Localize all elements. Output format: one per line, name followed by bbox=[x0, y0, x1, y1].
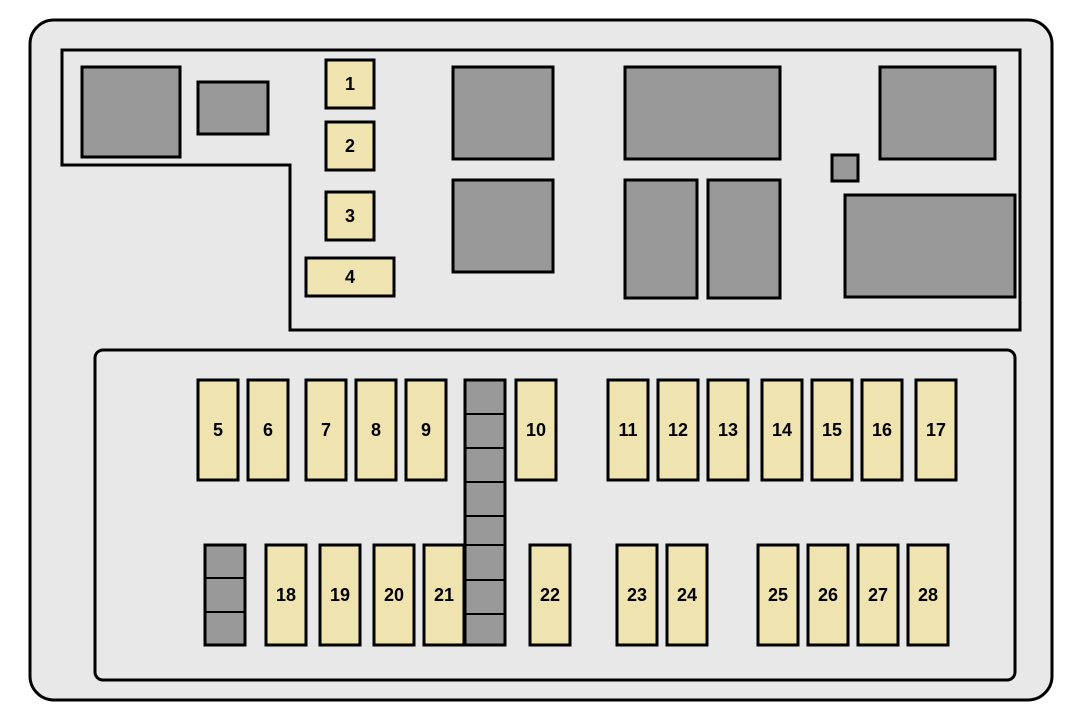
fuse-28: 28 bbox=[908, 545, 948, 645]
fuse-label: 10 bbox=[526, 420, 546, 440]
fuse-25: 25 bbox=[758, 545, 798, 645]
fuse-13: 13 bbox=[708, 380, 748, 480]
fuse-box-diagram: 1234567891011121314151617181920212223242… bbox=[0, 0, 1081, 721]
fuse-label: 9 bbox=[421, 420, 431, 440]
relay-block-6 bbox=[453, 180, 553, 272]
fuse-1: 1 bbox=[326, 60, 374, 108]
fuse-label: 19 bbox=[330, 585, 350, 605]
relay-block-10 bbox=[845, 195, 1015, 297]
fuse-14: 14 bbox=[762, 380, 802, 480]
fuse-10: 10 bbox=[516, 380, 556, 480]
fuse-label: 16 bbox=[872, 420, 892, 440]
fuse-26: 26 bbox=[808, 545, 848, 645]
fuse-label: 5 bbox=[213, 420, 223, 440]
fuse-4: 4 bbox=[306, 258, 394, 296]
fuse-label: 25 bbox=[768, 585, 788, 605]
fuse-12: 12 bbox=[658, 380, 698, 480]
fuse-20: 20 bbox=[374, 545, 414, 645]
fuse-label: 24 bbox=[677, 585, 697, 605]
fuse-label: 2 bbox=[345, 136, 355, 156]
fuse-label: 7 bbox=[321, 420, 331, 440]
fuse-label: 28 bbox=[918, 585, 938, 605]
fuse-label: 21 bbox=[434, 585, 454, 605]
fuse-6: 6 bbox=[248, 380, 288, 480]
fuse-9: 9 bbox=[406, 380, 446, 480]
relay-block-3 bbox=[453, 67, 553, 159]
relay-block-5 bbox=[880, 67, 995, 159]
fuse-label: 8 bbox=[371, 420, 381, 440]
fuse-label: 18 bbox=[276, 585, 296, 605]
fuse-11: 11 bbox=[608, 380, 648, 480]
fuse-24: 24 bbox=[667, 545, 707, 645]
fuse-label: 20 bbox=[384, 585, 404, 605]
fuse-23: 23 bbox=[617, 545, 657, 645]
fuse-16: 16 bbox=[862, 380, 902, 480]
fuse-2: 2 bbox=[326, 122, 374, 170]
fuse-27: 27 bbox=[858, 545, 898, 645]
fuse-3: 3 bbox=[326, 192, 374, 240]
fuse-label: 1 bbox=[345, 74, 355, 94]
fuse-5: 5 bbox=[198, 380, 238, 480]
relay-block-9 bbox=[832, 155, 858, 181]
relay-block-8 bbox=[708, 180, 780, 298]
fuse-label: 4 bbox=[345, 267, 355, 287]
relay-block-4 bbox=[625, 67, 780, 159]
fuse-21: 21 bbox=[424, 545, 464, 645]
fuse-label: 11 bbox=[618, 420, 637, 440]
relay-block-1 bbox=[82, 67, 180, 157]
fuse-19: 19 bbox=[320, 545, 360, 645]
fuse-22: 22 bbox=[530, 545, 570, 645]
fuse-label: 23 bbox=[627, 585, 647, 605]
relay-block-2 bbox=[198, 82, 268, 134]
fuse-label: 26 bbox=[818, 585, 838, 605]
fuse-8: 8 bbox=[356, 380, 396, 480]
center-divider-block bbox=[465, 380, 505, 645]
fuse-7: 7 bbox=[306, 380, 346, 480]
left-small-divider-block bbox=[205, 545, 245, 645]
fuse-18: 18 bbox=[266, 545, 306, 645]
fuse-17: 17 bbox=[916, 380, 956, 480]
fuse-label: 6 bbox=[263, 420, 273, 440]
fuse-label: 13 bbox=[718, 420, 738, 440]
fuse-label: 27 bbox=[868, 585, 888, 605]
relay-block-7 bbox=[625, 180, 697, 298]
fuse-label: 14 bbox=[772, 420, 792, 440]
fuse-label: 12 bbox=[668, 420, 688, 440]
fuse-label: 3 bbox=[345, 206, 355, 226]
fuse-label: 15 bbox=[822, 420, 842, 440]
fuse-label: 17 bbox=[926, 420, 946, 440]
fuse-label: 22 bbox=[540, 585, 560, 605]
fuse-15: 15 bbox=[812, 380, 852, 480]
